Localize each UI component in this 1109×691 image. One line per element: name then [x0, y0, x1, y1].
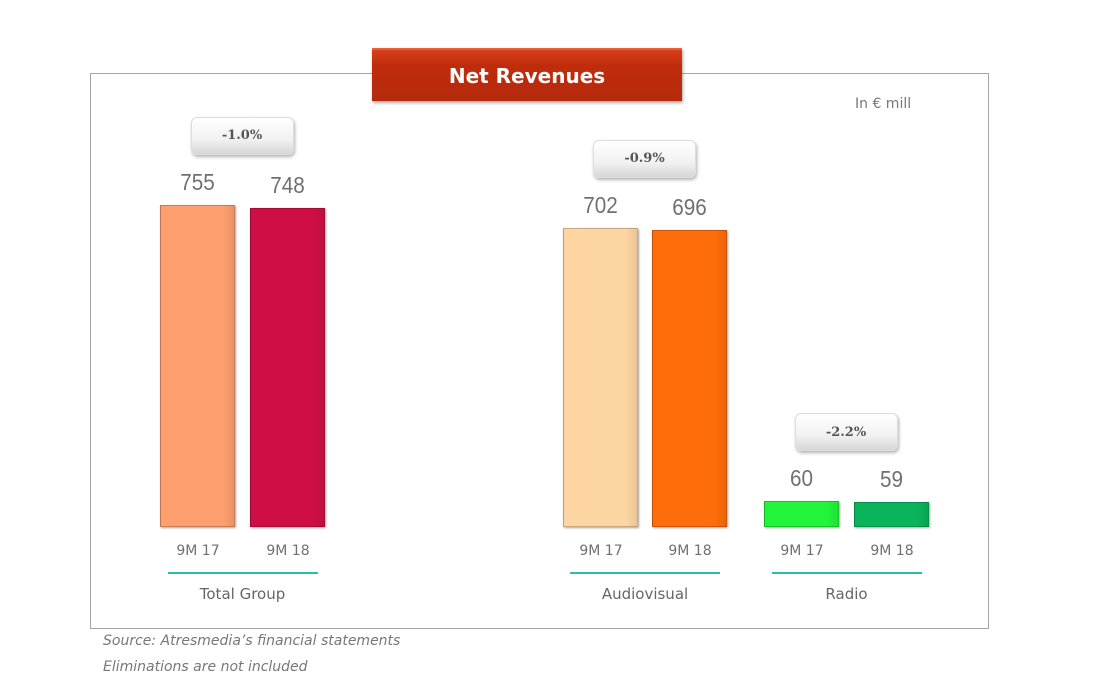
period-label: 9M 18: [668, 543, 712, 559]
bar: [563, 227, 638, 527]
data-label: 755: [180, 168, 215, 195]
data-label: 702: [583, 191, 618, 218]
bar: [250, 207, 325, 527]
source-note: Source: Atresmedia’s financial statement…: [103, 633, 401, 649]
data-label: 696: [672, 194, 707, 221]
group-label: Radio: [825, 585, 868, 603]
data-label: 748: [270, 171, 305, 198]
data-label: 60: [789, 465, 814, 492]
bar: [652, 230, 727, 527]
period-label: 9M 17: [176, 543, 220, 559]
unit-label: In € mill: [855, 96, 912, 112]
bar: [160, 204, 235, 527]
period-label: 9M 18: [870, 543, 914, 559]
data-label: 59: [879, 465, 904, 492]
chart-title: Net Revenues: [372, 48, 682, 101]
group-label: Total Group: [199, 585, 286, 603]
period-label: 9M 17: [579, 543, 623, 559]
group-underline: [167, 572, 318, 574]
bar: [764, 501, 839, 527]
eliminations-note: Eliminations are not included: [103, 659, 308, 675]
group-label: Audiovisual: [601, 585, 689, 603]
period-label: 9M 18: [266, 543, 310, 559]
change-badge: -2.2%: [794, 413, 898, 452]
bar: [854, 501, 929, 527]
group-underline: [771, 572, 922, 574]
change-badge: -0.9%: [593, 139, 696, 178]
period-label: 9M 17: [780, 543, 824, 559]
change-badge: -1.0%: [190, 116, 294, 155]
group-underline: [570, 572, 720, 574]
